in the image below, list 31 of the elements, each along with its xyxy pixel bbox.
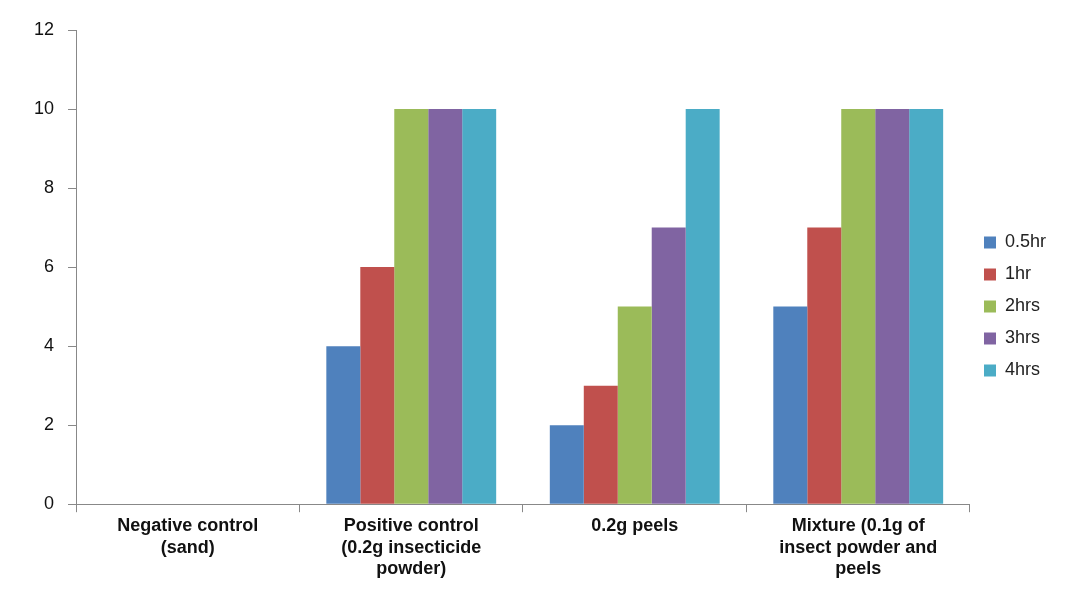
bar — [326, 346, 361, 504]
y-tick-label: 2 — [44, 414, 55, 435]
x-tick-label: Positive control (0.2g insecticide powder) — [341, 514, 482, 579]
bar — [360, 267, 395, 504]
legend-label: 1hr — [1004, 263, 1031, 284]
legend-label: 0.5hr — [1004, 231, 1047, 252]
bar — [651, 227, 686, 504]
legend-label: 3hrs — [1004, 327, 1040, 348]
bar — [549, 425, 584, 504]
bar — [909, 109, 944, 504]
bar — [617, 306, 652, 504]
bar — [841, 109, 876, 504]
y-tick-label: 0 — [44, 493, 55, 514]
bar — [773, 306, 808, 504]
bar — [394, 109, 429, 504]
x-tick-label: Mixture (0.1g of insect powder and peels — [779, 514, 938, 579]
x-tick-label: 0.2g peels — [591, 514, 679, 535]
bar — [428, 109, 463, 504]
legend-label: 4hrs — [1004, 359, 1040, 380]
bar — [807, 227, 842, 504]
y-tick-label: 12 — [33, 18, 55, 39]
y-tick-label: 10 — [33, 98, 55, 118]
bar — [685, 109, 720, 504]
bar — [462, 109, 497, 504]
legend-label: 2hrs — [1004, 295, 1040, 316]
y-tick-label: 8 — [44, 177, 55, 198]
y-tick-label: 4 — [44, 335, 55, 356]
x-tick-label: Negative control (sand) — [117, 514, 259, 557]
bar — [875, 109, 910, 504]
bar — [583, 385, 618, 504]
y-tick-label: 6 — [44, 256, 55, 277]
